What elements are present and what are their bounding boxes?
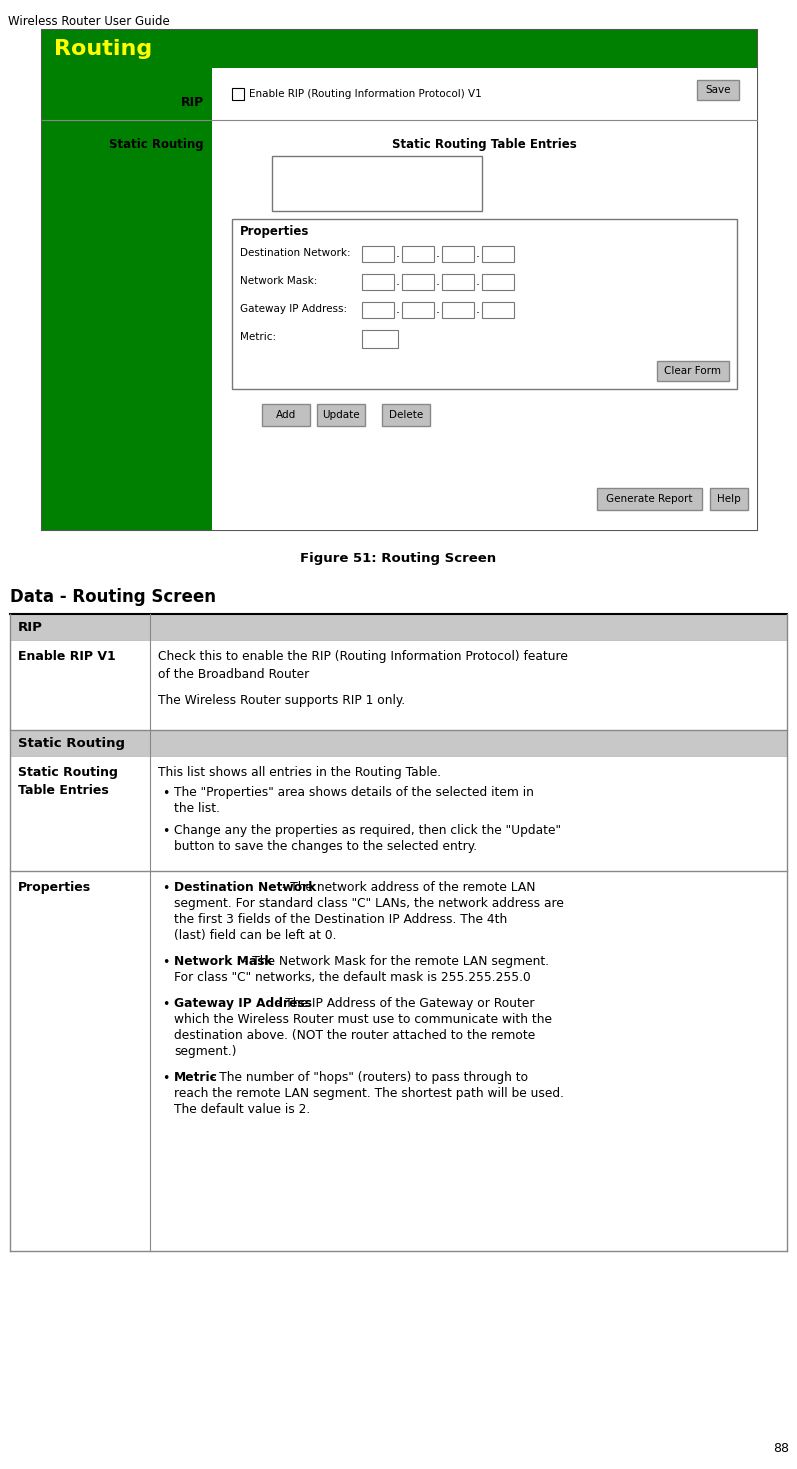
Bar xyxy=(657,361,729,380)
Text: The Wireless Router supports RIP 1 only.: The Wireless Router supports RIP 1 only. xyxy=(158,693,405,707)
Text: 88: 88 xyxy=(773,1443,789,1454)
Text: .: . xyxy=(476,303,480,316)
Text: Metric:: Metric: xyxy=(240,332,276,342)
Bar xyxy=(232,219,737,389)
Text: Static Routing: Static Routing xyxy=(18,736,125,749)
Text: Check this to enable the RIP (Routing Information Protocol) feature: Check this to enable the RIP (Routing In… xyxy=(158,649,568,663)
Text: - The IP Address of the Gateway or Router: - The IP Address of the Gateway or Route… xyxy=(273,997,535,1011)
Text: Change any the properties as required, then click the "Update": Change any the properties as required, t… xyxy=(174,824,561,837)
Text: Properties: Properties xyxy=(18,881,91,895)
Text: RIP: RIP xyxy=(181,95,204,109)
Text: Enable RIP (Routing Information Protocol) V1: Enable RIP (Routing Information Protocol… xyxy=(249,90,481,98)
Text: the list.: the list. xyxy=(174,802,220,815)
Text: .: . xyxy=(396,275,400,288)
Text: •: • xyxy=(162,997,170,1011)
Bar xyxy=(362,245,394,261)
Text: - The number of "hops" (routers) to pass through to: - The number of "hops" (routers) to pass… xyxy=(207,1071,528,1084)
Bar xyxy=(710,488,748,510)
Text: •: • xyxy=(162,956,170,970)
Bar xyxy=(402,275,434,289)
Text: Static Routing: Static Routing xyxy=(109,138,204,151)
Bar xyxy=(482,245,514,261)
Text: Enable RIP V1: Enable RIP V1 xyxy=(18,649,116,663)
Text: .: . xyxy=(436,303,440,316)
Bar xyxy=(482,275,514,289)
Text: Destination Network:: Destination Network: xyxy=(240,248,351,259)
Text: Static Routing
Table Entries: Static Routing Table Entries xyxy=(18,765,118,798)
Text: Figure 51: Routing Screen: Figure 51: Routing Screen xyxy=(300,552,497,566)
Bar xyxy=(42,29,757,530)
Bar xyxy=(442,303,474,317)
Text: Clear Form: Clear Form xyxy=(665,366,721,376)
Text: For class "C" networks, the default mask is 255.255.255.0: For class "C" networks, the default mask… xyxy=(174,971,531,984)
Text: •: • xyxy=(162,826,170,837)
Text: .: . xyxy=(396,247,400,260)
Text: Wireless Router User Guide: Wireless Router User Guide xyxy=(8,15,170,28)
Text: segment.): segment.) xyxy=(174,1044,237,1058)
Bar xyxy=(442,275,474,289)
Text: Routing: Routing xyxy=(54,40,152,59)
Text: Data - Routing Screen: Data - Routing Screen xyxy=(10,588,216,607)
Bar xyxy=(402,303,434,317)
Text: .: . xyxy=(396,303,400,316)
Text: (last) field can be left at 0.: (last) field can be left at 0. xyxy=(174,928,336,942)
Bar xyxy=(317,404,365,426)
Text: Update: Update xyxy=(322,410,359,420)
Text: which the Wireless Router must use to communicate with the: which the Wireless Router must use to co… xyxy=(174,1014,552,1025)
Text: destination above. (NOT the router attached to the remote: destination above. (NOT the router attac… xyxy=(174,1028,536,1042)
Text: .: . xyxy=(436,247,440,260)
Bar xyxy=(597,488,702,510)
Bar xyxy=(442,245,474,261)
Bar xyxy=(362,303,394,317)
Text: Save: Save xyxy=(705,85,731,95)
Bar xyxy=(382,404,430,426)
Text: of the Broadband Router: of the Broadband Router xyxy=(158,668,309,682)
Text: Properties: Properties xyxy=(240,225,309,238)
Text: segment. For standard class "C" LANs, the network address are: segment. For standard class "C" LANs, th… xyxy=(174,898,563,909)
Text: RIP: RIP xyxy=(18,620,43,633)
Bar xyxy=(362,331,398,348)
Text: .: . xyxy=(476,275,480,288)
Text: Generate Report: Generate Report xyxy=(607,494,693,504)
Text: Metric: Metric xyxy=(174,1071,218,1084)
FancyBboxPatch shape xyxy=(697,79,739,100)
Text: Gateway IP Address: Gateway IP Address xyxy=(174,997,312,1011)
Bar xyxy=(402,245,434,261)
Bar xyxy=(362,275,394,289)
Bar xyxy=(10,614,787,640)
Text: •: • xyxy=(162,881,170,895)
Bar xyxy=(272,156,482,212)
Text: Network Mask: Network Mask xyxy=(174,955,273,968)
Text: reach the remote LAN segment. The shortest path will be used.: reach the remote LAN segment. The shorte… xyxy=(174,1087,564,1100)
Text: •: • xyxy=(162,1072,170,1086)
Bar xyxy=(262,404,310,426)
Bar xyxy=(10,730,787,757)
Bar xyxy=(42,29,757,68)
Text: Destination Network: Destination Network xyxy=(174,881,316,895)
Text: •: • xyxy=(162,787,170,801)
Text: .: . xyxy=(436,275,440,288)
Text: the first 3 fields of the Destination IP Address. The 4th: the first 3 fields of the Destination IP… xyxy=(174,914,507,925)
Text: - The network address of the remote LAN: - The network address of the remote LAN xyxy=(278,881,536,895)
Text: The "Properties" area shows details of the selected item in: The "Properties" area shows details of t… xyxy=(174,786,534,799)
Bar xyxy=(212,68,757,120)
Bar xyxy=(232,88,244,100)
Text: - The Network Mask for the remote LAN segment.: - The Network Mask for the remote LAN se… xyxy=(240,955,549,968)
Text: The default value is 2.: The default value is 2. xyxy=(174,1103,310,1116)
Text: Static Routing Table Entries: Static Routing Table Entries xyxy=(392,138,577,151)
Bar xyxy=(42,68,212,530)
Bar xyxy=(482,303,514,317)
Bar xyxy=(212,120,757,530)
Text: button to save the changes to the selected entry.: button to save the changes to the select… xyxy=(174,840,477,853)
Text: Gateway IP Address:: Gateway IP Address: xyxy=(240,304,347,314)
Text: Add: Add xyxy=(276,410,296,420)
Text: .: . xyxy=(476,247,480,260)
Text: Help: Help xyxy=(717,494,741,504)
Text: This list shows all entries in the Routing Table.: This list shows all entries in the Routi… xyxy=(158,765,441,779)
Text: Network Mask:: Network Mask: xyxy=(240,276,317,286)
Text: Delete: Delete xyxy=(389,410,423,420)
